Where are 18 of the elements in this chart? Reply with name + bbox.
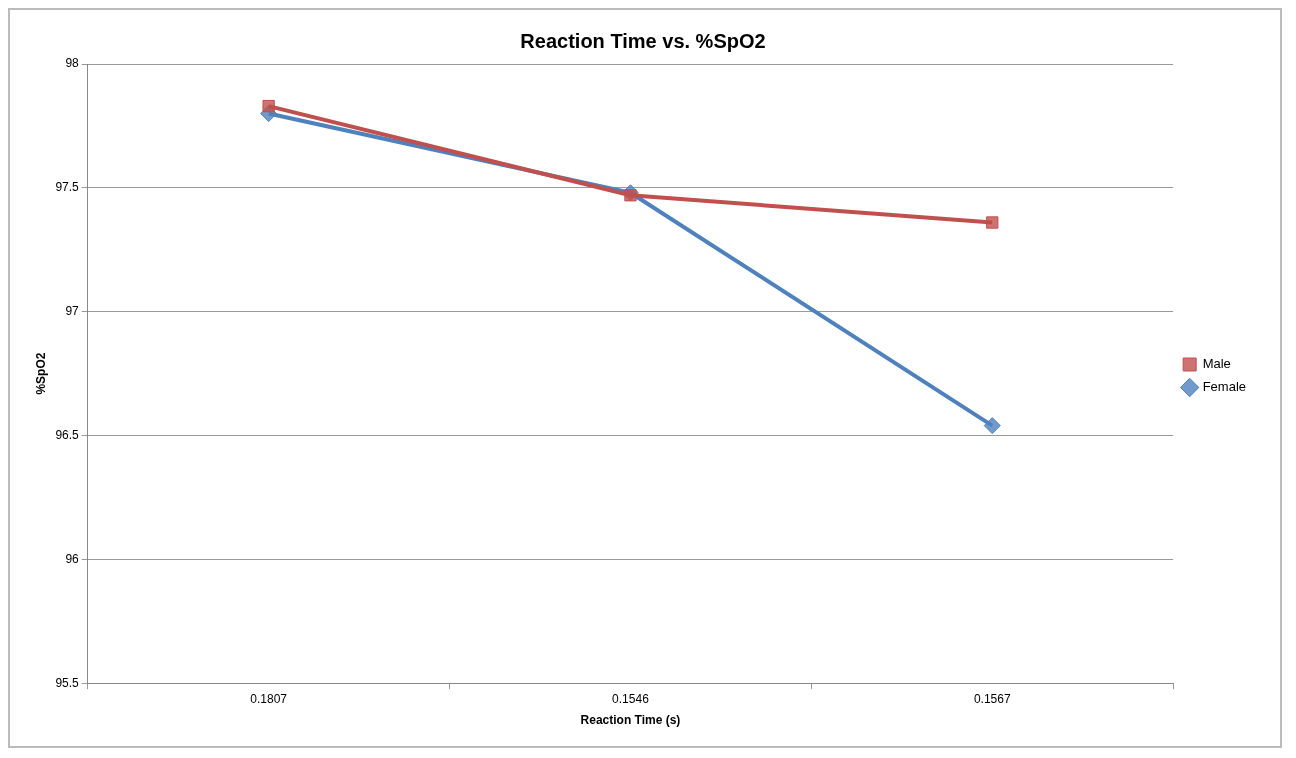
chart-title: Reaction Time vs. %SpO2 [520, 29, 766, 52]
y-tick-label: 96 [65, 551, 80, 566]
legend-label: Female [1202, 379, 1247, 395]
x-tick-label: 0.1807 [250, 691, 288, 706]
x-tick-label: 0.1567 [973, 691, 1011, 706]
y-axis-title: %SpO2 [33, 352, 48, 395]
y-tick-label: 97 [65, 303, 80, 318]
point [624, 189, 637, 202]
x-tick-label: 0.1546 [612, 691, 650, 706]
y-tick-label: 97.5 [55, 180, 80, 195]
legend-label: Male [1202, 356, 1231, 372]
point [986, 216, 999, 229]
x-axis-title: Reaction Time (s) [580, 713, 681, 728]
y-tick-label: 98 [65, 56, 80, 71]
point [983, 417, 1001, 435]
y-tick-label: 96.5 [55, 427, 80, 442]
y-tick-label: 95.5 [55, 675, 80, 690]
point [262, 99, 275, 113]
